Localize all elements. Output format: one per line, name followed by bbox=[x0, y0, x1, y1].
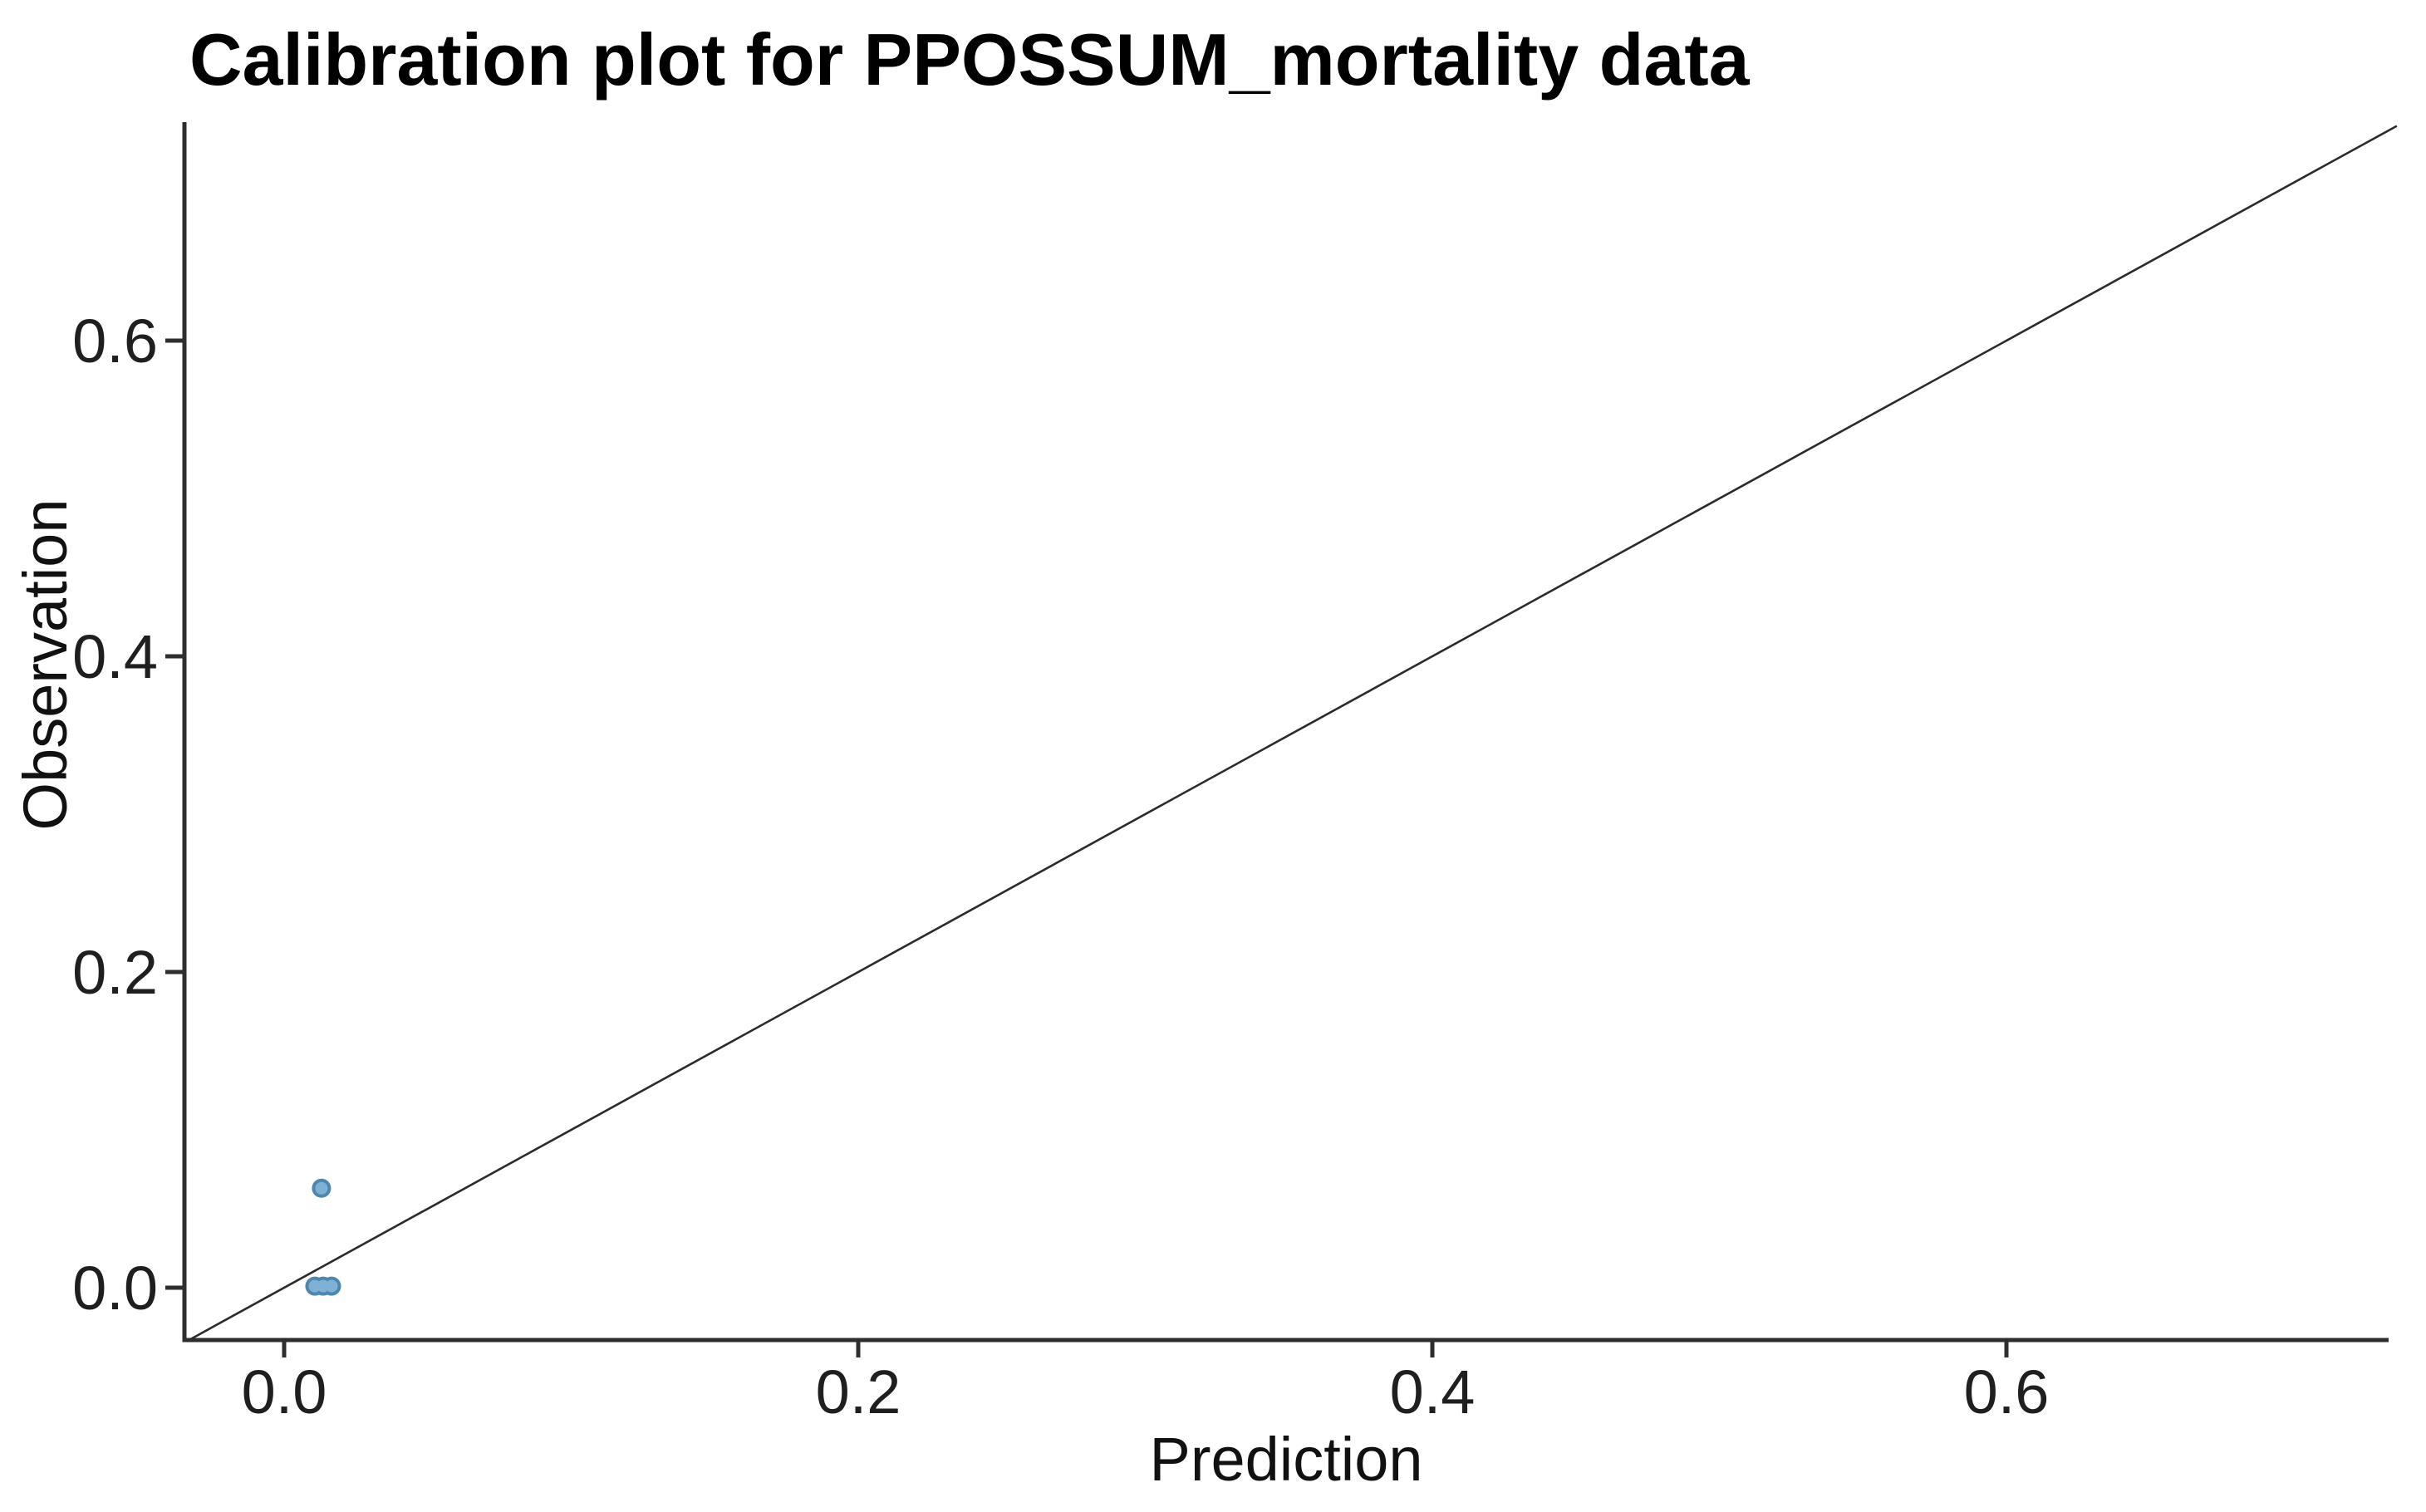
chart-title: Calibration plot for PPOSSUM_mortality d… bbox=[189, 18, 1751, 101]
identity-reference-line bbox=[185, 125, 2398, 1343]
x-axis-title: Prediction bbox=[1149, 1425, 1422, 1494]
x-axis-ticks: 0.0 0.2 0.4 0.6 bbox=[242, 1340, 2050, 1426]
y-tick-label: 0.2 bbox=[72, 938, 158, 1007]
data-point bbox=[315, 1181, 328, 1195]
y-tick-label: 0.4 bbox=[72, 622, 158, 691]
data-point bbox=[325, 1279, 338, 1293]
y-axis-ticks: 0.0 0.2 0.4 0.6 bbox=[72, 307, 184, 1323]
y-tick-label: 0.6 bbox=[72, 307, 158, 376]
reference-line bbox=[185, 125, 2398, 1343]
x-tick-label: 0.6 bbox=[1964, 1357, 2050, 1426]
y-tick-label: 0.0 bbox=[72, 1254, 158, 1323]
scatter-points bbox=[305, 1178, 341, 1296]
x-tick-label: 0.2 bbox=[816, 1357, 901, 1426]
x-tick-label: 0.0 bbox=[242, 1357, 327, 1426]
y-axis-title: Observation bbox=[11, 499, 80, 831]
x-tick-label: 0.4 bbox=[1390, 1357, 1476, 1426]
